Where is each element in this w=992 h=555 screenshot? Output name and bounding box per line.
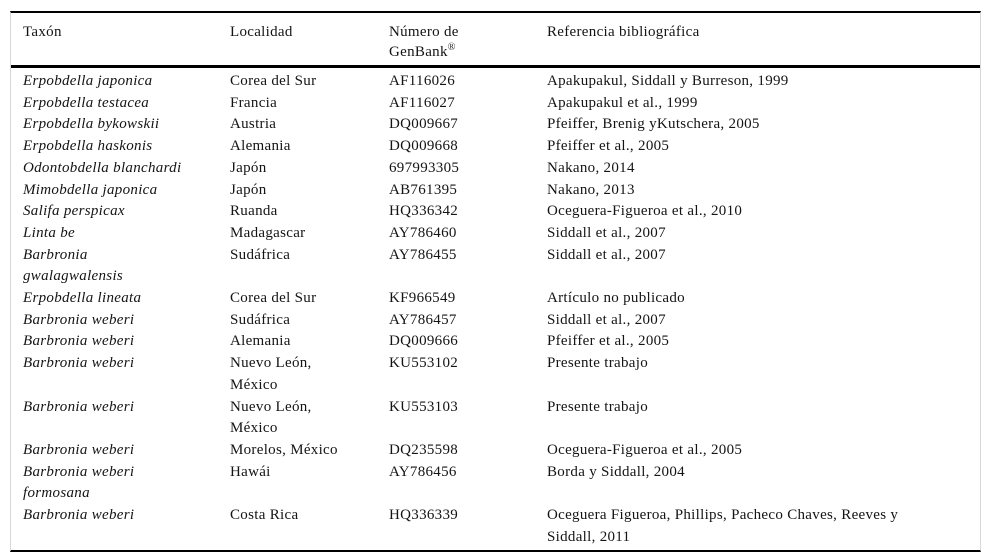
- cell-taxon: Erpobdella testacea: [23, 94, 150, 111]
- col-header-referencia: Referencia bibliográfica: [547, 13, 980, 68]
- cell-localidad: Austria: [230, 116, 277, 133]
- cell-referencia: Siddall et al., 2007: [547, 224, 666, 241]
- cell-genbank: DQ009667: [389, 116, 459, 133]
- cell-localidad: Nuevo León, México: [230, 355, 312, 393]
- cell-taxon: Barbronia weberi formosana: [23, 463, 135, 502]
- col-header-genbank: Número de GenBank®: [389, 13, 547, 68]
- cell-referencia: Siddall et al., 2007: [547, 246, 666, 263]
- genbank-sequences-table: Taxón Localidad Número de GenBank® Refere…: [10, 11, 981, 553]
- col-header-taxon: Taxón: [11, 13, 230, 68]
- cell-genbank: 697993305: [389, 159, 460, 176]
- cell-taxon: Odontobdella blanchardi: [23, 159, 182, 176]
- cell-localidad: Japón: [230, 159, 267, 176]
- cell-taxon: Barbronia weberi: [23, 398, 135, 415]
- cell-referencia: Presente trabajo: [547, 355, 649, 372]
- cell-localidad: Sudáfrica: [230, 311, 291, 328]
- cell-taxon: Barbronia weberi: [23, 507, 135, 524]
- table-row: Barbronia weberi Alemania DQ009666 Pfeiffer…: [11, 331, 980, 353]
- cell-localidad: Francia: [230, 94, 278, 111]
- cell-referencia: Pfeiffer et al., 2005: [547, 138, 670, 155]
- cell-referencia: Borda y Siddall, 2004: [547, 463, 685, 480]
- table-row: Barbronia weberi Costa Rica HQ336339 Ocegue…: [11, 505, 980, 548]
- cell-taxon: Barbronia weberi: [23, 355, 135, 372]
- cell-localidad: Corea del Sur: [230, 290, 317, 307]
- table-row: Linta be Madagascar AY786460 Siddall et al.…: [11, 223, 980, 245]
- table-row: Erpobdella testacea Francia AF116027 Apakup…: [11, 93, 980, 115]
- genbank-header-line2: GenBank: [389, 44, 448, 60]
- cell-genbank: AY786460: [389, 224, 457, 241]
- table-row: Salifa perspicax Ruanda HQ336342 Oceguera-F…: [11, 201, 980, 223]
- table-row: Barbronia weberi Nuevo León, México KU5531…: [11, 397, 980, 440]
- cell-localidad: Alemania: [230, 138, 291, 155]
- table-row: Barbronia weberi Morelos, México DQ235598 O…: [11, 440, 980, 462]
- table-row: Erpobdella bykowskii Austria DQ009667 Pfeif…: [11, 114, 980, 136]
- cell-taxon: Barbronia gwalagwalensis: [23, 246, 124, 285]
- cell-genbank: KU553103: [389, 398, 459, 415]
- table-row: Erpobdella japonica Corea del Sur AF116026…: [11, 67, 980, 93]
- table-body: Erpobdella japonica Corea del Sur AF116026…: [11, 67, 980, 549]
- cell-referencia: Oceguera-Figueroa et al., 2010: [547, 203, 743, 220]
- table-header: Taxón Localidad Número de GenBank® Refere…: [11, 13, 980, 68]
- cell-referencia: Nakano, 2014: [547, 159, 635, 176]
- data-table: Taxón Localidad Número de GenBank® Refere…: [11, 13, 980, 548]
- table-row: Erpobdella haskonis Alemania DQ009668 Pfeif…: [11, 136, 980, 158]
- cell-localidad: Nuevo León, México: [230, 398, 312, 437]
- cell-genbank: KF966549: [389, 290, 456, 307]
- cell-taxon: Erpobdella lineata: [23, 290, 142, 307]
- cell-localidad: Hawái: [230, 463, 271, 480]
- table-row: Barbronia weberi Sudáfrica AY786457 Siddall…: [11, 310, 980, 332]
- registered-trademark-symbol: ®: [447, 42, 456, 53]
- cell-taxon: Barbronia weberi: [23, 311, 135, 328]
- cell-genbank: AF116026: [389, 73, 456, 89]
- cell-genbank: AY786457: [389, 311, 457, 328]
- col-header-localidad: Localidad: [230, 13, 389, 68]
- cell-genbank: HQ336339: [389, 507, 459, 524]
- table-row: Mimobdella japonica Japón AB761395 Nakano, …: [11, 180, 980, 202]
- cell-genbank: AY786456: [389, 463, 457, 480]
- cell-referencia: Artículo no publicado: [547, 290, 685, 307]
- cell-genbank: HQ336342: [389, 203, 459, 220]
- cell-referencia: Apakupakul, Siddall y Burreson, 1999: [547, 73, 789, 89]
- cell-referencia: Nakano, 2013: [547, 181, 635, 198]
- cell-referencia: Siddall et al., 2007: [547, 311, 666, 328]
- cell-localidad: Ruanda: [230, 203, 278, 220]
- cell-localidad: Sudáfrica: [230, 246, 291, 263]
- cell-taxon: Erpobdella bykowskii: [23, 116, 160, 133]
- table-row: Erpobdella lineata Corea del Sur KF966549 A…: [11, 288, 980, 310]
- cell-genbank: AF116027: [389, 94, 456, 111]
- cell-localidad: Japón: [230, 181, 267, 198]
- cell-genbank: DQ235598: [389, 441, 459, 458]
- cell-localidad: Alemania: [230, 333, 291, 350]
- cell-referencia: Pfeiffer, Brenig yKutschera, 2005: [547, 116, 760, 133]
- cell-localidad: Morelos, México: [230, 441, 338, 458]
- cell-referencia: Apakupakul et al., 1999: [547, 94, 698, 111]
- cell-localidad: Costa Rica: [230, 507, 299, 524]
- cell-localidad: Corea del Sur: [230, 73, 317, 89]
- cell-taxon: Linta be: [23, 224, 75, 241]
- table-row: Odontobdella blanchardi Japón 697993305 Nak…: [11, 158, 980, 180]
- cell-localidad: Madagascar: [230, 224, 306, 241]
- cell-referencia: Oceguera Figueroa, Phillips, Pacheco Cha…: [547, 507, 899, 545]
- cell-taxon: Salifa perspicax: [23, 203, 125, 220]
- table-row: Barbronia gwalagwalensis Sudáfrica AY78645…: [11, 245, 980, 288]
- cell-genbank: DQ009668: [389, 138, 459, 155]
- header-row: Taxón Localidad Número de GenBank® Refere…: [11, 13, 980, 68]
- cell-referencia: Pfeiffer et al., 2005: [547, 333, 670, 350]
- genbank-header-line1: Número de: [389, 24, 459, 40]
- cell-taxon: Barbronia weberi: [23, 333, 135, 350]
- cell-genbank: AY786455: [389, 246, 457, 263]
- cell-taxon: Barbronia weberi: [23, 441, 135, 458]
- cell-taxon: Mimobdella japonica: [23, 181, 158, 198]
- cell-referencia: Oceguera-Figueroa et al., 2005: [547, 441, 743, 458]
- cell-genbank: DQ009666: [389, 333, 459, 350]
- cell-genbank: KU553102: [389, 355, 459, 372]
- cell-referencia: Presente trabajo: [547, 398, 649, 415]
- table-row: Barbronia weberi formosana Hawái AY786456 B…: [11, 462, 980, 505]
- cell-taxon: Erpobdella haskonis: [23, 138, 153, 155]
- table-row: Barbronia weberi Nuevo León, México KU5531…: [11, 353, 980, 396]
- cell-genbank: AB761395: [389, 181, 458, 198]
- cell-taxon: Erpobdella japonica: [23, 73, 153, 89]
